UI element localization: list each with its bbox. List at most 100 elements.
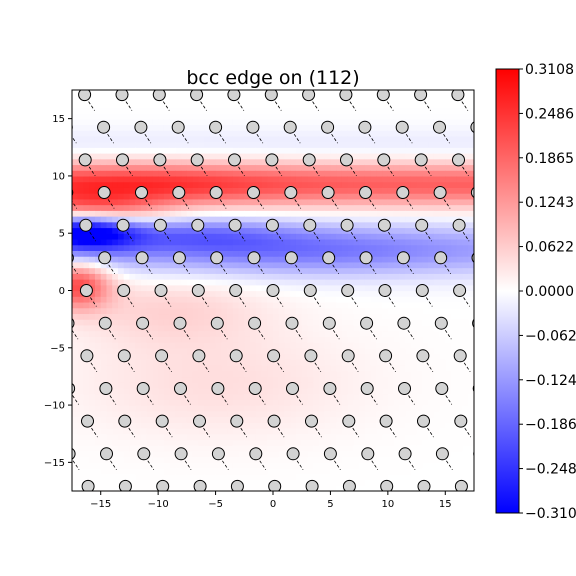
- heatmap-cell: [330, 181, 337, 188]
- heatmap-cell: [428, 393, 435, 400]
- heatmap-cell: [364, 279, 372, 286]
- heatmap-cell: [152, 359, 159, 366]
- heatmap-cell: [364, 364, 372, 372]
- heatmap-cell: [428, 204, 435, 211]
- heatmap-cell: [318, 193, 326, 200]
- heatmap-cell: [192, 112, 199, 120]
- heatmap-cell: [324, 462, 332, 469]
- heatmap-cell: [255, 485, 263, 491]
- heatmap-cell: [198, 433, 205, 441]
- heatmap-cell: [175, 364, 182, 372]
- heatmap-cell: [336, 324, 343, 332]
- heatmap-cell: [318, 468, 326, 475]
- heatmap-cell: [255, 101, 263, 108]
- heatmap-cell: [451, 170, 458, 177]
- heatmap-cell: [158, 342, 165, 349]
- heatmap-cell: [428, 359, 435, 366]
- heatmap-cell: [341, 170, 349, 177]
- heatmap-cell: [244, 267, 251, 274]
- heatmap-cell: [428, 370, 435, 378]
- heatmap-cell: [146, 279, 153, 286]
- heatmap-cell: [221, 90, 228, 97]
- heatmap-cell: [244, 324, 251, 332]
- heatmap-cell: [83, 130, 90, 137]
- heatmap-cell: [227, 238, 234, 246]
- heatmap-cell: [267, 433, 274, 441]
- heatmap-cell: [445, 359, 452, 366]
- heatmap-cell: [238, 450, 245, 458]
- heatmap-cell: [370, 124, 377, 131]
- heatmap-cell: [209, 347, 217, 355]
- heatmap-cell: [278, 95, 286, 103]
- heatmap-cell: [181, 301, 188, 309]
- heatmap-cell: [152, 147, 159, 154]
- heatmap-cell: [129, 324, 136, 332]
- heatmap-cell: [106, 147, 113, 154]
- heatmap-cell: [462, 112, 469, 120]
- heatmap-cell: [146, 387, 153, 395]
- heatmap-cell: [267, 187, 274, 194]
- heatmap-cell: [192, 456, 199, 463]
- heatmap-cell: [261, 439, 268, 446]
- heatmap-cell: [255, 227, 263, 234]
- heatmap-cell: [215, 141, 222, 148]
- heatmap-cell: [123, 193, 131, 200]
- heatmap-cell: [112, 153, 119, 160]
- heatmap-cell: [468, 238, 474, 246]
- heatmap-cell: [123, 450, 131, 458]
- heatmap-cell: [77, 324, 85, 332]
- heatmap-cell: [261, 353, 268, 360]
- heatmap-cell: [382, 359, 389, 366]
- heatmap-cell: [135, 364, 142, 372]
- heatmap-cell: [278, 164, 286, 171]
- heatmap-cell: [175, 112, 182, 120]
- heatmap-cell: [405, 296, 412, 303]
- heatmap-cell: [353, 324, 360, 332]
- heatmap-cell: [146, 376, 153, 383]
- heatmap-cell: [204, 290, 211, 297]
- heatmap-cell: [163, 181, 171, 188]
- heatmap-cell: [341, 330, 349, 337]
- heatmap-cell: [433, 433, 441, 441]
- heatmap-cell: [376, 433, 383, 441]
- heatmap-cell: [77, 393, 85, 400]
- heatmap-cell: [318, 330, 326, 337]
- heatmap-cell: [433, 427, 441, 435]
- heatmap-cell: [410, 187, 418, 194]
- heatmap-cell: [451, 261, 458, 269]
- heatmap-cell: [261, 456, 268, 463]
- heatmap-cell: [186, 410, 194, 418]
- heatmap-cell: [370, 250, 377, 257]
- heatmap-cell: [238, 221, 245, 229]
- heatmap-cell: [204, 353, 211, 360]
- heatmap-cell: [89, 181, 96, 188]
- heatmap-cell: [341, 393, 349, 400]
- heatmap-cell: [140, 181, 148, 188]
- heatmap-cell: [227, 473, 234, 481]
- heatmap-cell: [83, 256, 90, 263]
- heatmap-cell: [112, 164, 119, 171]
- heatmap-cell: [117, 101, 125, 108]
- heatmap-cell: [387, 370, 395, 378]
- heatmap-cell: [284, 336, 291, 343]
- heatmap-cell: [324, 227, 332, 234]
- heatmap-cell: [410, 210, 418, 217]
- heatmap-cell: [382, 336, 389, 343]
- heatmap-cell: [370, 175, 377, 183]
- heatmap-cell: [439, 147, 446, 154]
- heatmap-cell: [382, 198, 389, 206]
- heatmap-cell: [290, 353, 297, 360]
- heatmap-cell: [215, 427, 222, 435]
- heatmap-cell: [341, 296, 349, 303]
- heatmap-cell: [336, 250, 343, 257]
- heatmap-cell: [364, 153, 372, 160]
- heatmap-cell: [140, 370, 148, 378]
- heatmap-cell: [330, 210, 337, 217]
- heatmap-cell: [198, 324, 205, 332]
- heatmap-cell: [146, 319, 153, 326]
- heatmap-cell: [221, 382, 228, 389]
- heatmap-cell: [198, 450, 205, 458]
- heatmap-cell: [192, 135, 199, 143]
- heatmap-cell: [313, 370, 320, 378]
- heatmap-cell: [313, 118, 320, 125]
